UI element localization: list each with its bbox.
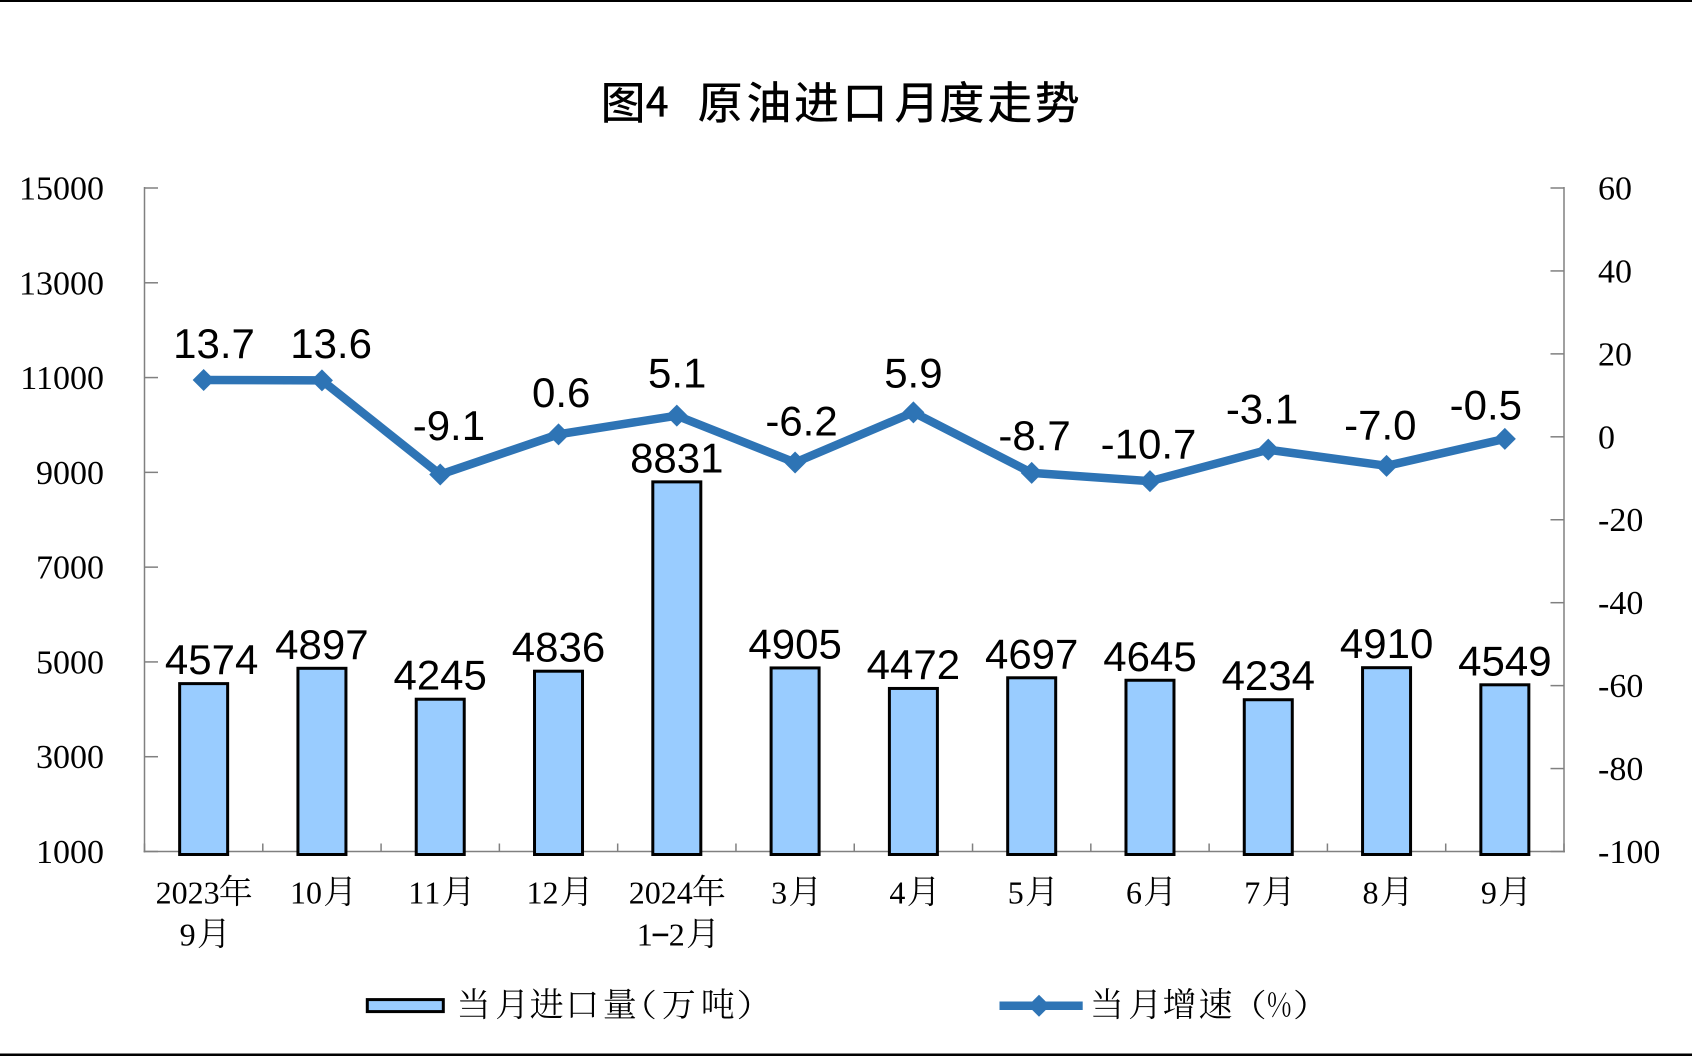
svg-text:15000: 15000	[19, 171, 104, 208]
svg-text:-60: -60	[1598, 668, 1643, 705]
svg-text:4905: 4905	[748, 620, 841, 667]
svg-text:6: 6	[1126, 875, 1142, 911]
svg-text:1: 1	[290, 875, 306, 911]
svg-text:-100: -100	[1598, 834, 1660, 871]
svg-text:0: 0	[172, 875, 188, 911]
svg-text:4697: 4697	[985, 630, 1078, 677]
svg-text:4: 4	[889, 875, 905, 911]
svg-text:-8.7: -8.7	[998, 412, 1070, 459]
svg-text:4234: 4234	[1222, 652, 1315, 699]
svg-text:3: 3	[771, 875, 787, 911]
svg-text:5000: 5000	[36, 644, 104, 681]
svg-text:2: 2	[629, 875, 645, 911]
svg-text:9: 9	[180, 917, 196, 953]
svg-text:1000: 1000	[36, 834, 104, 871]
svg-text:4910: 4910	[1340, 620, 1433, 667]
svg-text:4549: 4549	[1458, 637, 1551, 684]
svg-text:8831: 8831	[630, 434, 723, 481]
svg-text:4472: 4472	[867, 641, 960, 688]
svg-text:1: 1	[408, 875, 424, 911]
svg-text:5.1: 5.1	[648, 350, 706, 397]
svg-text:13.6: 13.6	[290, 320, 372, 367]
svg-text:5: 5	[1008, 875, 1024, 911]
svg-text:-40: -40	[1598, 585, 1643, 622]
svg-text:-80: -80	[1598, 751, 1643, 788]
svg-text:-7.0: -7.0	[1344, 402, 1416, 449]
svg-text:2: 2	[661, 875, 677, 911]
svg-text:2: 2	[188, 875, 204, 911]
svg-text:4245: 4245	[393, 652, 486, 699]
svg-text:9000: 9000	[36, 455, 104, 492]
svg-text:0: 0	[645, 875, 661, 911]
svg-text:8: 8	[1363, 875, 1379, 911]
svg-text:13000: 13000	[19, 265, 104, 302]
svg-text:4574: 4574	[165, 636, 258, 683]
svg-text:-0.5: -0.5	[1450, 382, 1522, 429]
svg-text:1: 1	[527, 875, 543, 911]
svg-text:7000: 7000	[36, 550, 104, 587]
svg-text:-3.1: -3.1	[1226, 386, 1298, 433]
svg-text:7: 7	[1244, 875, 1260, 911]
svg-text:4836: 4836	[512, 624, 605, 671]
svg-text:5.9: 5.9	[884, 349, 942, 396]
svg-text:4897: 4897	[275, 621, 368, 668]
svg-text:-6.2: -6.2	[765, 398, 837, 445]
svg-text:-20: -20	[1598, 502, 1643, 539]
svg-text:1: 1	[424, 875, 440, 911]
svg-text:1: 1	[637, 917, 653, 953]
svg-text:0: 0	[1598, 419, 1615, 456]
svg-text:3: 3	[204, 875, 220, 911]
svg-text:-9.1: -9.1	[413, 402, 485, 449]
svg-text:0.6: 0.6	[532, 369, 590, 416]
svg-text:11000: 11000	[20, 360, 104, 397]
svg-text:20: 20	[1598, 336, 1632, 373]
svg-text:4: 4	[677, 875, 693, 911]
svg-text:0: 0	[306, 875, 322, 911]
svg-text:-10.7: -10.7	[1101, 420, 1197, 467]
svg-text:3000: 3000	[36, 739, 104, 776]
svg-text:2: 2	[669, 917, 685, 953]
svg-text:9: 9	[1481, 875, 1497, 911]
svg-text:13.7: 13.7	[173, 320, 255, 367]
svg-text:60: 60	[1598, 171, 1632, 208]
svg-text:2: 2	[543, 875, 559, 911]
svg-text:40: 40	[1598, 253, 1632, 290]
svg-text:4645: 4645	[1103, 633, 1196, 680]
svg-text:2: 2	[156, 875, 172, 911]
